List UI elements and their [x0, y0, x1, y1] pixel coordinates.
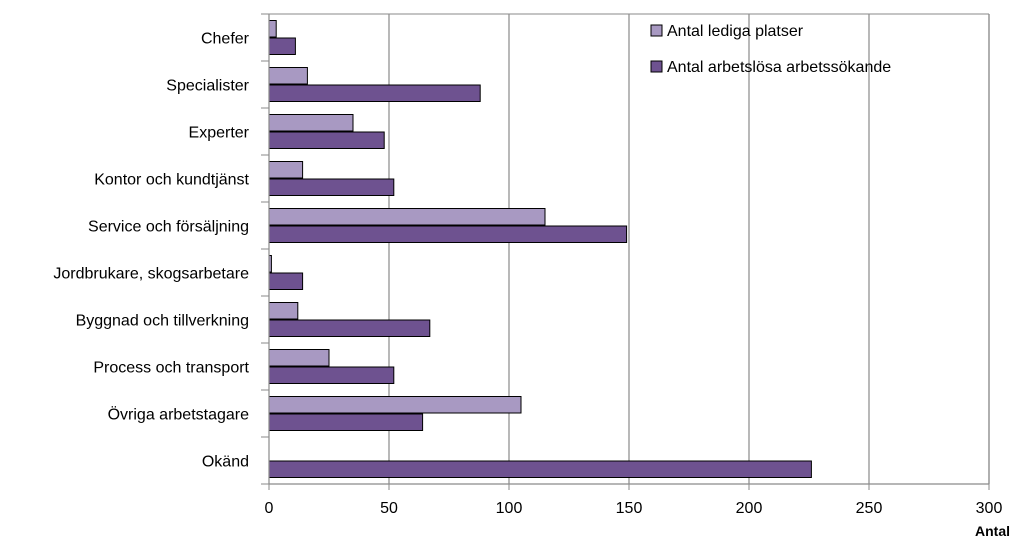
x-tick-label-5: 250 [856, 500, 883, 517]
legend-swatch-1 [650, 60, 663, 73]
category-label-0: Chefer [201, 31, 250, 48]
bar-arbetslosa-8 [268, 413, 424, 431]
x-tick-label-3: 150 [616, 500, 643, 517]
category-label-9: Okänd [202, 454, 249, 471]
category-label-4: Service och försäljning [88, 219, 249, 236]
x-tick-label-6: 300 [976, 500, 1003, 517]
category-label-6: Byggnad och tillverkning [76, 313, 249, 330]
bar-lediga-7 [268, 349, 330, 367]
bar-arbetslosa-1 [268, 84, 481, 102]
category-label-5: Jordbrukare, skogsarbetare [53, 266, 249, 283]
bar-lediga-2 [268, 114, 354, 132]
bar-arbetslosa-7 [268, 366, 395, 384]
bar-lediga-3 [268, 161, 304, 179]
bar-lediga-1 [268, 67, 308, 85]
bar-lediga-8 [268, 396, 522, 414]
bar-arbetslosa-6 [268, 319, 431, 337]
bar-arbetslosa-0 [268, 37, 296, 55]
category-label-2: Experter [189, 125, 250, 142]
x-tick-label-4: 200 [736, 500, 763, 517]
x-tick-label-2: 100 [496, 500, 523, 517]
bar-lediga-0 [268, 20, 277, 38]
category-label-8: Övriga arbetstagare [108, 406, 250, 424]
category-label-1: Specialister [166, 78, 249, 95]
bar-arbetslosa-2 [268, 131, 385, 149]
legend-label-1: Antal arbetslösa arbetssökande [667, 59, 891, 76]
bar-arbetslosa-4 [268, 225, 628, 243]
bar-lediga-4 [268, 208, 546, 226]
x-tick-label-0: 0 [265, 500, 274, 517]
category-label-3: Kontor och kundtjänst [94, 172, 249, 189]
bar-arbetslosa-3 [268, 178, 395, 196]
legend-label-0: Antal lediga platser [667, 23, 804, 40]
bar-arbetslosa-5 [268, 272, 304, 290]
x-tick-label-1: 50 [380, 500, 398, 517]
bar-lediga-6 [268, 302, 299, 320]
bar-arbetslosa-9 [268, 460, 812, 478]
legend-swatch-0 [650, 24, 663, 37]
category-label-7: Process och transport [93, 360, 249, 377]
x-axis-title: Antal [975, 523, 1010, 539]
